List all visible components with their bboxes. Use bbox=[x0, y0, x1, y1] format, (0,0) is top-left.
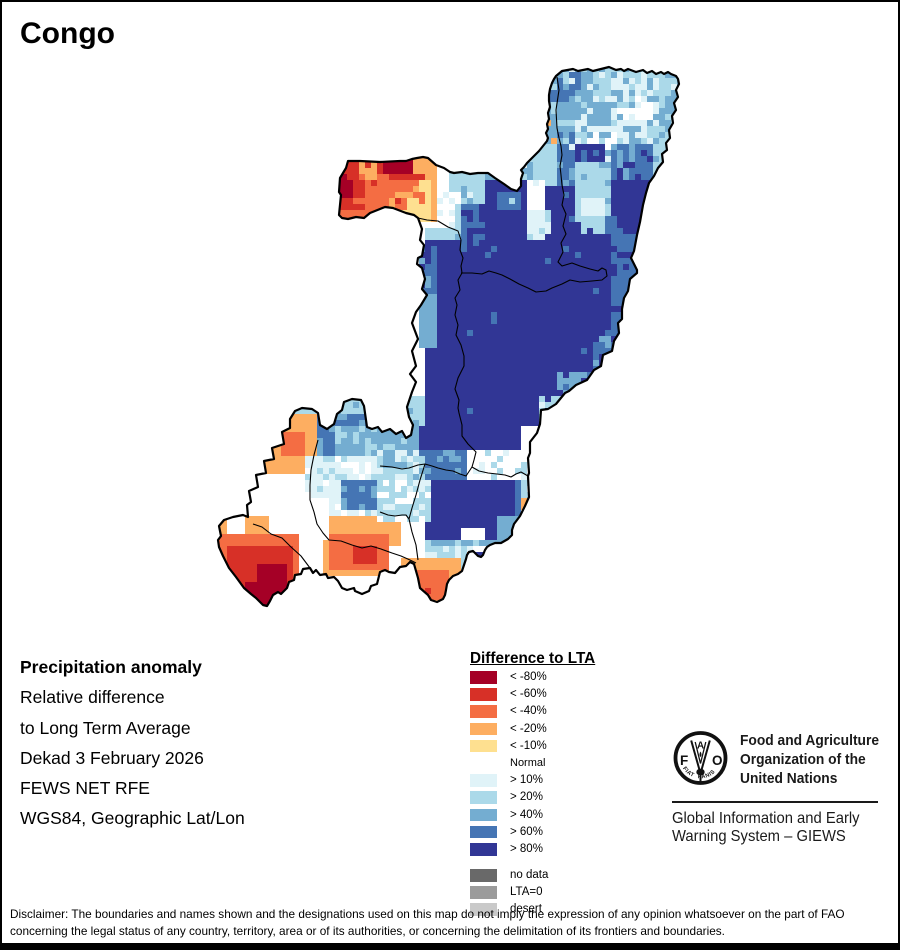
svg-text:A: A bbox=[697, 741, 704, 752]
svg-text:F: F bbox=[680, 753, 688, 768]
svg-text:O: O bbox=[712, 753, 723, 768]
svg-text:PANIS: PANIS bbox=[698, 769, 717, 780]
